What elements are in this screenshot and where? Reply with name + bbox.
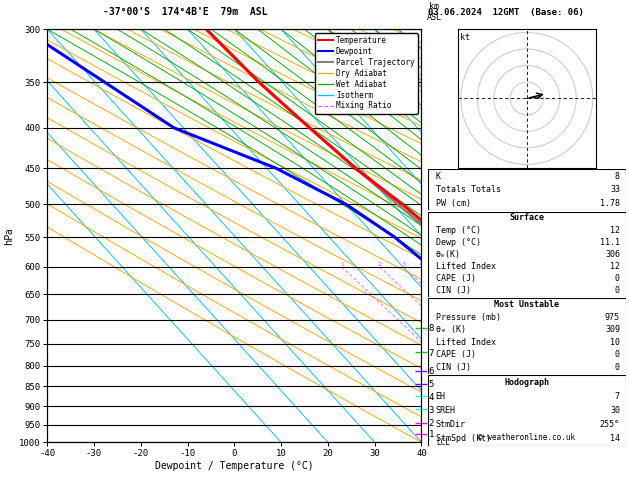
Text: 14: 14 <box>610 434 620 443</box>
Text: θₑ (K): θₑ (K) <box>436 325 465 334</box>
Text: 12: 12 <box>610 226 620 235</box>
Text: CIN (J): CIN (J) <box>436 286 470 295</box>
Text: 0: 0 <box>615 286 620 295</box>
Text: Lifted Index: Lifted Index <box>436 262 496 271</box>
Text: 309: 309 <box>605 325 620 334</box>
Text: 33: 33 <box>610 185 620 194</box>
Text: CAPE (J): CAPE (J) <box>436 274 476 283</box>
Text: 2: 2 <box>378 262 382 267</box>
Text: km
ASL: km ASL <box>426 2 442 22</box>
Text: 7: 7 <box>615 392 620 401</box>
Text: 8: 8 <box>615 172 620 180</box>
Text: 1.78: 1.78 <box>600 199 620 208</box>
Y-axis label: hPa: hPa <box>4 227 14 244</box>
Text: Pressure (mb): Pressure (mb) <box>436 312 501 322</box>
Text: Totals Totals: Totals Totals <box>436 185 501 194</box>
Text: K: K <box>436 172 441 180</box>
Text: PW (cm): PW (cm) <box>436 199 470 208</box>
Text: Dewp (°C): Dewp (°C) <box>436 238 481 247</box>
Text: CIN (J): CIN (J) <box>436 363 470 372</box>
Text: 3: 3 <box>401 262 405 267</box>
Text: 4: 4 <box>418 262 423 267</box>
Text: 0: 0 <box>615 363 620 372</box>
Text: 03.06.2024  12GMT  (Base: 06): 03.06.2024 12GMT (Base: 06) <box>428 8 584 17</box>
Text: CAPE (J): CAPE (J) <box>436 350 476 360</box>
Text: 0: 0 <box>615 350 620 360</box>
Text: Temp (°C): Temp (°C) <box>436 226 481 235</box>
Text: θₑ(K): θₑ(K) <box>436 250 460 259</box>
Text: 11.1: 11.1 <box>600 238 620 247</box>
Text: kt: kt <box>460 34 470 42</box>
Text: StmSpd (kt): StmSpd (kt) <box>436 434 491 443</box>
Text: 306: 306 <box>605 250 620 259</box>
X-axis label: Dewpoint / Temperature (°C): Dewpoint / Temperature (°C) <box>155 461 314 471</box>
Text: 1: 1 <box>340 262 344 267</box>
Text: Most Unstable: Most Unstable <box>494 300 559 309</box>
Text: 10: 10 <box>610 338 620 347</box>
Text: 975: 975 <box>605 312 620 322</box>
Text: 255°: 255° <box>600 420 620 429</box>
Text: StmDir: StmDir <box>436 420 465 429</box>
Text: Surface: Surface <box>509 213 544 223</box>
Text: © weatheronline.co.uk: © weatheronline.co.uk <box>478 433 576 442</box>
Text: -37°00'S  174°4B'E  79m  ASL: -37°00'S 174°4B'E 79m ASL <box>103 7 267 17</box>
Text: SREH: SREH <box>436 406 455 415</box>
Text: Lifted Index: Lifted Index <box>436 338 496 347</box>
Text: Hodograph: Hodograph <box>504 378 549 387</box>
Text: EH: EH <box>436 392 445 401</box>
Text: 30: 30 <box>610 406 620 415</box>
Legend: Temperature, Dewpoint, Parcel Trajectory, Dry Adiabat, Wet Adiabat, Isotherm, Mi: Temperature, Dewpoint, Parcel Trajectory… <box>314 33 418 114</box>
Text: 12: 12 <box>610 262 620 271</box>
Text: LCL: LCL <box>437 438 450 447</box>
Text: 0: 0 <box>615 274 620 283</box>
